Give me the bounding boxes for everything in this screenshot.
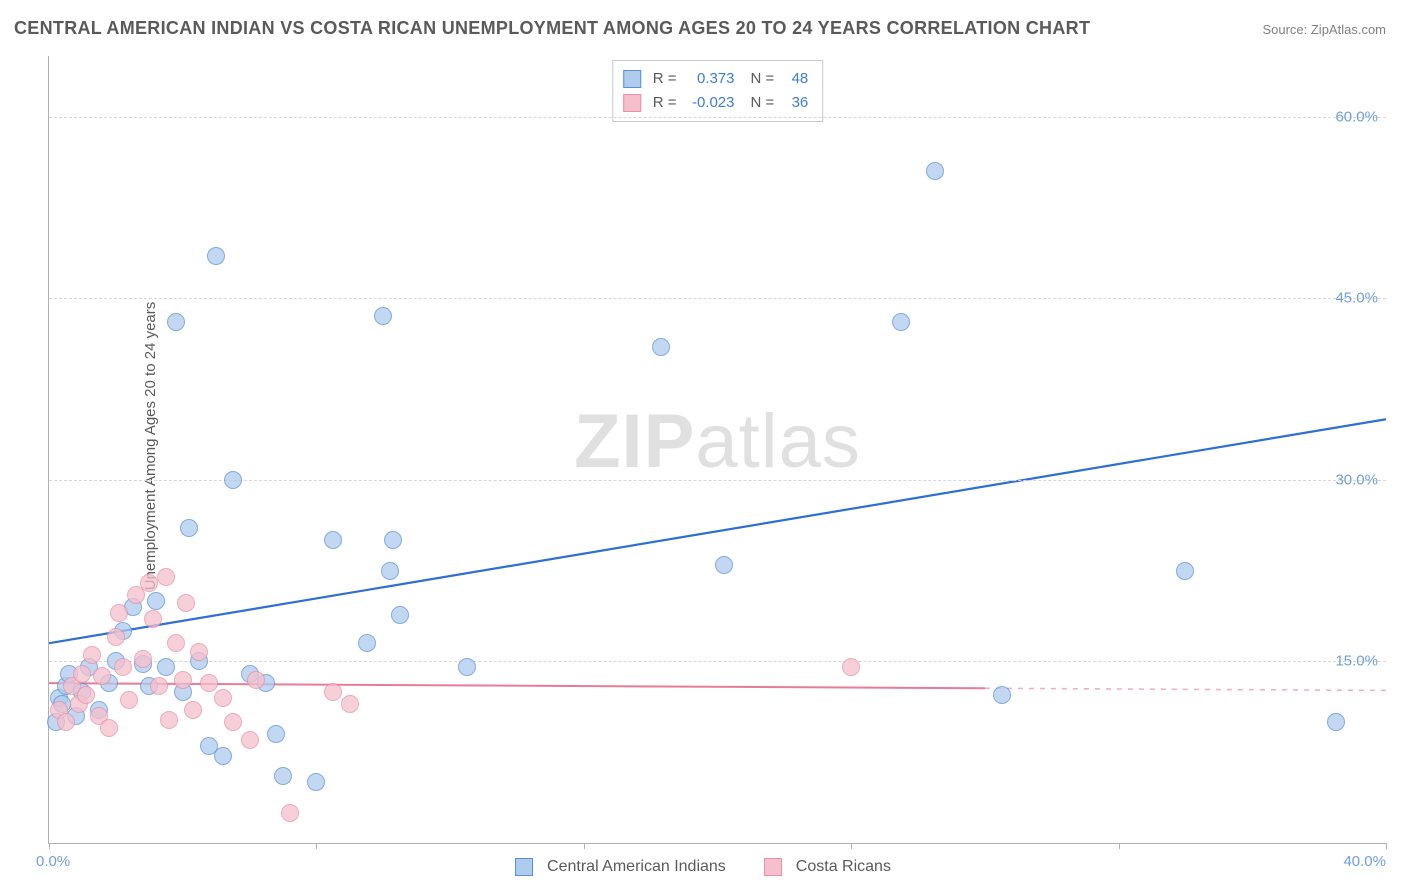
- stat-r-label: R =: [653, 91, 677, 115]
- series-legend: Central American Indians Costa Ricans: [515, 858, 891, 876]
- y-tick-label: 15.0%: [1335, 653, 1378, 670]
- data-point: [110, 604, 128, 622]
- data-point: [180, 519, 198, 537]
- data-point: [267, 725, 285, 743]
- data-point: [926, 162, 944, 180]
- data-point: [374, 307, 392, 325]
- data-point: [241, 731, 259, 749]
- data-point: [842, 658, 860, 676]
- data-point: [384, 531, 402, 549]
- data-point: [307, 773, 325, 791]
- x-axis-origin-label: 0.0%: [36, 853, 70, 870]
- stats-row: R =0.373 N =48: [623, 67, 809, 91]
- data-point: [150, 677, 168, 695]
- stat-n-value: 36: [780, 91, 808, 115]
- data-point: [77, 686, 95, 704]
- trend-line: [49, 419, 1386, 643]
- x-tick: [1386, 843, 1387, 849]
- x-tick: [584, 843, 585, 849]
- legend-swatch: [764, 858, 782, 876]
- data-point: [214, 747, 232, 765]
- data-point: [214, 689, 232, 707]
- data-point: [167, 634, 185, 652]
- y-tick-label: 45.0%: [1335, 290, 1378, 307]
- data-point: [324, 683, 342, 701]
- data-point: [281, 804, 299, 822]
- data-point: [174, 671, 192, 689]
- data-point: [207, 247, 225, 265]
- data-point: [120, 691, 138, 709]
- data-point: [83, 646, 101, 664]
- data-point: [57, 713, 75, 731]
- data-point: [224, 713, 242, 731]
- data-point: [144, 610, 162, 628]
- data-point: [100, 719, 118, 737]
- legend-swatch: [515, 858, 533, 876]
- data-point: [1176, 562, 1194, 580]
- data-point: [190, 643, 208, 661]
- x-tick: [316, 843, 317, 849]
- x-tick: [851, 843, 852, 849]
- legend-label: Central American Indians: [547, 858, 726, 876]
- data-point: [224, 471, 242, 489]
- y-tick-label: 60.0%: [1335, 108, 1378, 125]
- data-point: [114, 658, 132, 676]
- data-point: [324, 531, 342, 549]
- data-point: [167, 313, 185, 331]
- data-point: [157, 658, 175, 676]
- legend-swatch: [623, 70, 641, 88]
- data-point: [892, 313, 910, 331]
- data-point: [993, 686, 1011, 704]
- y-tick-label: 30.0%: [1335, 471, 1378, 488]
- data-point: [157, 568, 175, 586]
- data-point: [391, 606, 409, 624]
- x-tick: [49, 843, 50, 849]
- chart-title: CENTRAL AMERICAN INDIAN VS COSTA RICAN U…: [14, 18, 1090, 39]
- stats-row: R =-0.023 N =36: [623, 91, 809, 115]
- gridline: [49, 117, 1386, 118]
- stat-r-value: -0.023: [683, 91, 735, 115]
- stat-r-label: R =: [653, 67, 677, 91]
- x-tick: [1119, 843, 1120, 849]
- source-attribution: Source: ZipAtlas.com: [1262, 22, 1386, 37]
- legend-swatch: [623, 94, 641, 112]
- stats-legend: R =0.373 N =48 R =-0.023 N =36: [612, 60, 824, 122]
- data-point: [134, 650, 152, 668]
- data-point: [177, 594, 195, 612]
- watermark: ZIPatlas: [574, 397, 861, 484]
- stat-n-label: N =: [751, 91, 775, 115]
- data-point: [107, 628, 125, 646]
- gridline: [49, 661, 1386, 662]
- legend-label: Costa Ricans: [796, 858, 891, 876]
- x-axis-max-label: 40.0%: [1343, 853, 1386, 870]
- data-point: [200, 674, 218, 692]
- stat-n-value: 48: [780, 67, 808, 91]
- data-point: [358, 634, 376, 652]
- data-point: [140, 574, 158, 592]
- data-point: [381, 562, 399, 580]
- data-point: [458, 658, 476, 676]
- data-point: [715, 556, 733, 574]
- gridline: [49, 480, 1386, 481]
- data-point: [247, 671, 265, 689]
- data-point: [93, 667, 111, 685]
- data-point: [341, 695, 359, 713]
- legend-item: Central American Indians: [515, 858, 726, 876]
- data-point: [73, 665, 91, 683]
- data-point: [274, 767, 292, 785]
- chart-plot-area: ZIPatlas R =0.373 N =48 R =-0.023 N =36 15.…: [48, 56, 1386, 844]
- legend-item: Costa Ricans: [764, 858, 891, 876]
- data-point: [160, 711, 178, 729]
- stat-n-label: N =: [751, 67, 775, 91]
- data-point: [652, 338, 670, 356]
- trend-line-dashed: [985, 688, 1386, 690]
- data-point: [147, 592, 165, 610]
- stat-r-value: 0.373: [683, 67, 735, 91]
- gridline: [49, 298, 1386, 299]
- trendlines: [49, 56, 1386, 843]
- data-point: [184, 701, 202, 719]
- data-point: [1327, 713, 1345, 731]
